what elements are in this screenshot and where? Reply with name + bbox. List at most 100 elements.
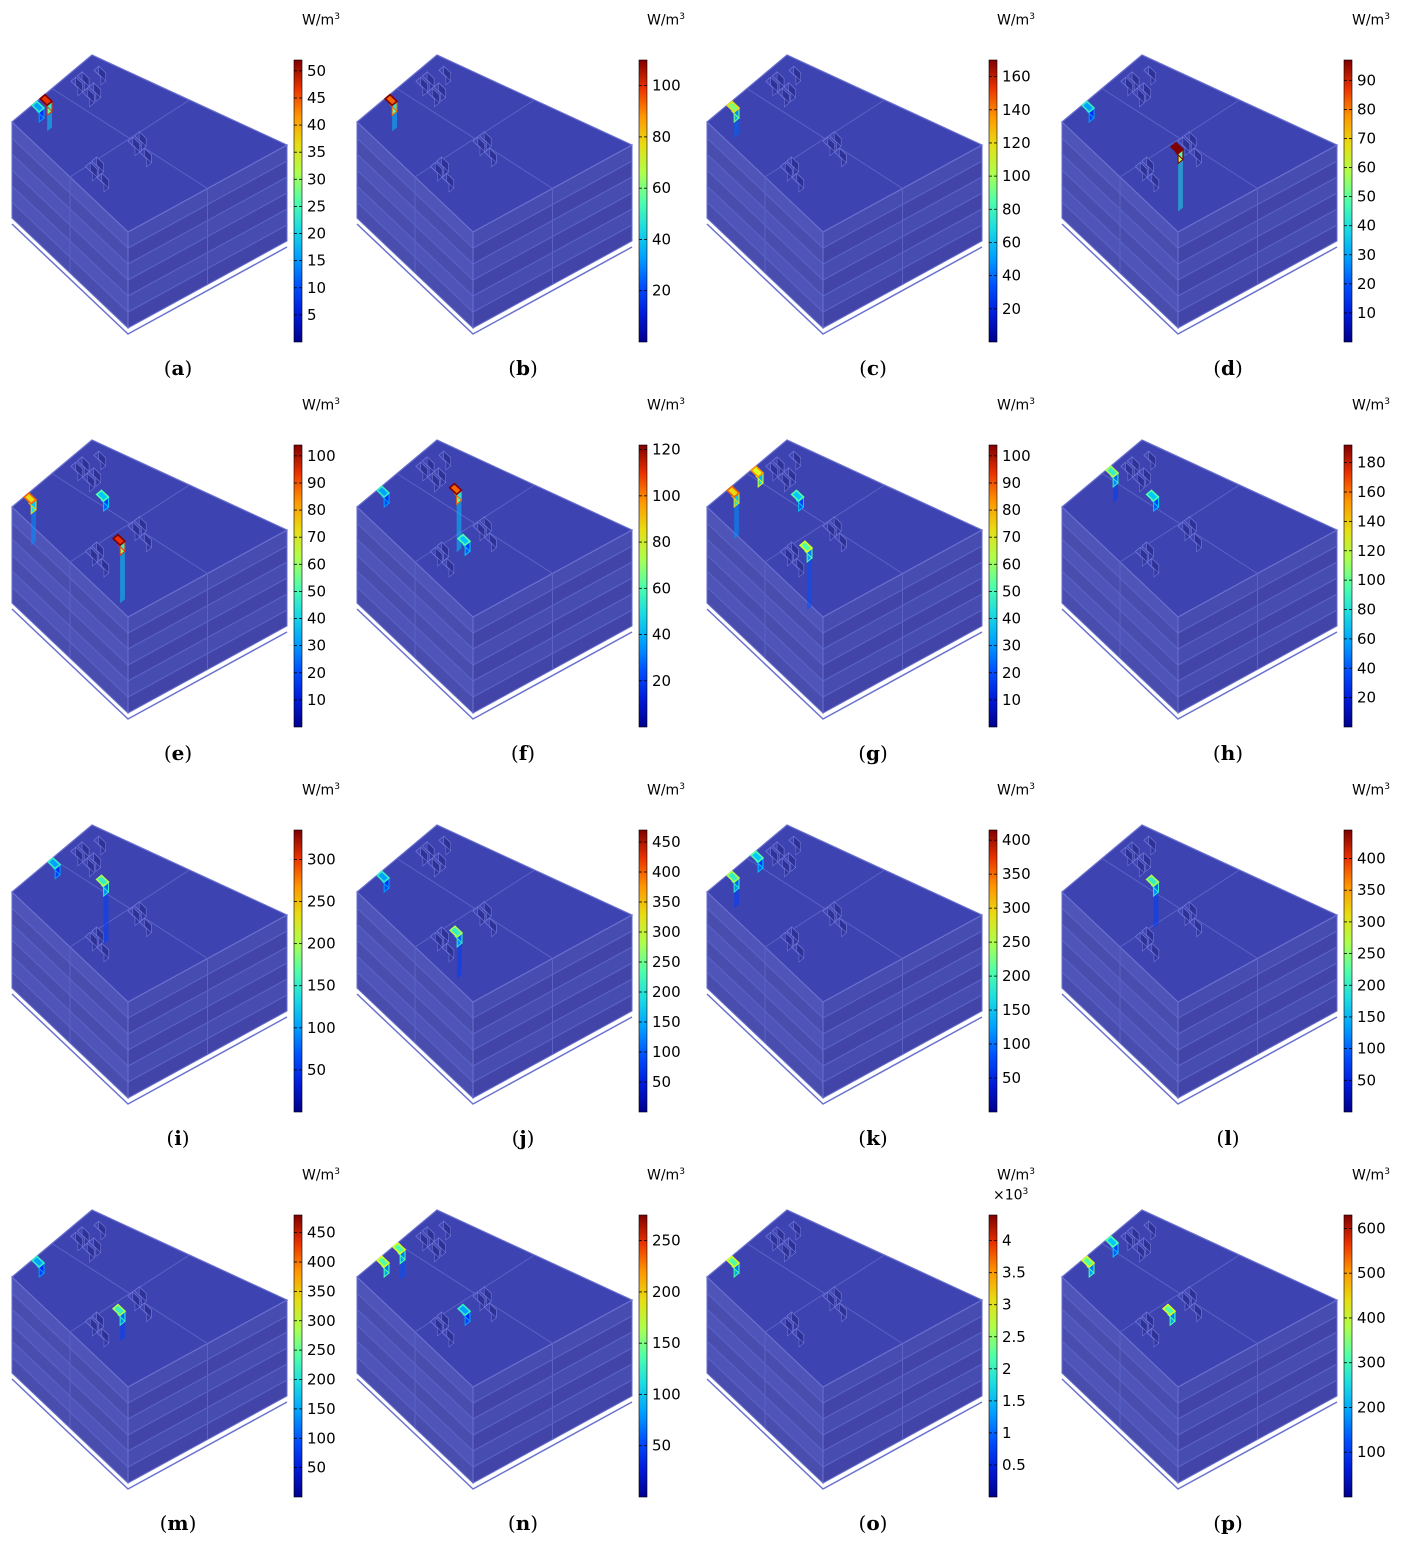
colorbar-tick-label: 100	[1002, 447, 1031, 465]
stack-model	[356, 1209, 634, 1490]
colorbar-tick-label: 60	[1357, 630, 1376, 648]
colorbar-tick-label: 160	[1357, 483, 1386, 501]
colorbar	[638, 1214, 648, 1498]
unit-label: W/m3	[997, 1167, 1035, 1184]
colorbar-tick-label: 90	[1357, 71, 1376, 89]
panel-letter: c	[866, 356, 880, 380]
colorbar	[988, 59, 998, 343]
unit-exponent: 3	[1384, 12, 1390, 22]
colorbar-tick-label: 450	[307, 1224, 336, 1242]
colorbar-tick-label: 250	[652, 1232, 681, 1250]
colorbar-tick-label: 90	[307, 474, 326, 492]
stack-model	[11, 824, 289, 1105]
unit-base: W/m	[647, 1167, 680, 1184]
colorbar-tick-label: 60	[1002, 233, 1021, 251]
colorbar-tick-label: 60	[652, 179, 671, 197]
panel-e: 10 20 30 40 50 60 70 80 90 100 W/m3 (e)	[0, 385, 351, 770]
unit-base: W/m	[1352, 1167, 1385, 1184]
colorbar-tick-label: 0.5	[1002, 1456, 1026, 1474]
colorbar-tick-label: 150	[307, 977, 336, 995]
colorbar-tick-label: 200	[652, 983, 681, 1001]
hotspot	[790, 489, 805, 513]
unit-exponent: 3	[679, 1167, 685, 1177]
unit-label: W/m3	[997, 782, 1035, 799]
hotspot	[1080, 100, 1096, 124]
panel-n-graphic: 50 100 150 200 250	[356, 1209, 681, 1498]
colorbar-tick-label: 20	[1002, 300, 1021, 318]
colorbar-tick-label: 1.5	[1002, 1392, 1026, 1410]
panel-letter: a	[171, 356, 185, 380]
top-face	[1061, 1209, 1339, 1388]
hotspot	[1104, 1235, 1120, 1259]
panel-caption: (f)	[510, 741, 536, 765]
stack-model	[11, 54, 289, 335]
top-face	[706, 439, 984, 618]
panel-letter: k	[866, 1126, 880, 1150]
colorbar-tick-label: 30	[307, 170, 326, 188]
stack-model	[356, 824, 634, 1105]
hotspot	[1080, 1255, 1096, 1279]
colorbar-tick-label: 60	[652, 579, 671, 597]
colorbar-tick-label: 200	[307, 935, 336, 953]
panel-caption: (h)	[1212, 741, 1244, 765]
unit-base: W/m	[647, 397, 680, 414]
colorbar-tick-label: 20	[652, 282, 671, 300]
colorbar-tick-label: 35	[307, 143, 326, 161]
hotspot	[448, 925, 464, 979]
unit-base: W/m	[302, 1167, 335, 1184]
panel-letter: b	[516, 356, 530, 380]
colorbar-tick-label: 160	[1002, 68, 1031, 86]
panel-h: 20 40 60 80 100 120 140 160 180 W/m3 (h)	[1050, 385, 1401, 770]
unit-exponent: 3	[679, 397, 685, 407]
panel-b-graphic: 20 40 60 80 100	[356, 54, 681, 343]
unit-label: W/m3	[1352, 1167, 1390, 1184]
colorbar-tick-label: 350	[307, 1282, 336, 1300]
colorbar-tick-label: 350	[652, 893, 681, 911]
panel-letter: m	[167, 1511, 189, 1535]
colorbar-tick-label: 60	[1357, 159, 1376, 177]
hotspot	[1161, 1303, 1177, 1327]
unit-base: W/m	[647, 12, 680, 29]
colorbar-tick-label: 150	[307, 1400, 336, 1418]
colorbar-tick-label: 100	[1357, 1443, 1386, 1461]
hotspot	[111, 1303, 127, 1342]
colorbar-tick-label: 30	[1002, 637, 1021, 655]
colorbar-tick-label: 20	[1357, 275, 1376, 293]
panel-c-graphic: 20 40 60 80 100 120 140 160	[706, 54, 1031, 343]
unit-base: W/m	[1352, 397, 1385, 414]
panel-letter: o	[866, 1511, 880, 1535]
unit-base: W/m	[997, 782, 1030, 799]
colorbar-tick-label: 3.5	[1002, 1264, 1026, 1282]
unit-base: W/m	[302, 782, 335, 799]
panel-d: 10 20 30 40 50 60 70 80 90 W/m3 (d)	[1050, 0, 1401, 385]
panel-g: 10 20 30 40 50 60 70 80 90 100 W/m3 (g)	[695, 385, 1046, 770]
colorbar	[293, 829, 303, 1113]
colorbar-tick-label: 100	[652, 77, 681, 95]
colorbar-tick-label: 80	[652, 533, 671, 551]
colorbar	[1343, 1214, 1353, 1498]
colorbar-tick-label: 350	[1357, 881, 1386, 899]
panel-o: 0.5 1 1.5 2 2.5 3 3.5 4 W/m3 ×103 (o)	[695, 1155, 1046, 1540]
hotspot	[725, 1255, 741, 1279]
colorbar-tick-label: 40	[652, 230, 671, 248]
colorbar-tick-label: 100	[1002, 1035, 1031, 1053]
panel-caption: (e)	[163, 741, 193, 765]
unit-base: W/m	[302, 12, 335, 29]
colorbar	[1343, 444, 1353, 728]
colorbar-tick-label: 200	[1357, 1398, 1386, 1416]
colorbar-tick-label: 70	[1002, 528, 1021, 546]
hotspot	[383, 93, 399, 132]
colorbar-tick-label: 100	[1357, 1040, 1386, 1058]
unit-label: W/m3	[647, 782, 685, 799]
unit-label: W/m3	[302, 12, 340, 29]
colorbar-tick-label: 20	[1002, 664, 1021, 682]
colorbar-tick-label: 400	[652, 863, 681, 881]
hotspot	[725, 485, 741, 540]
stack-model	[1061, 824, 1339, 1105]
top-face	[356, 1209, 634, 1388]
colorbar-tick-label: 150	[1002, 1001, 1031, 1019]
colorbar-tick-label: 140	[1357, 512, 1386, 530]
panel-j-graphic: 50 100 150 200 250 300 350 400 450	[356, 824, 681, 1113]
hotspot	[1145, 489, 1160, 513]
